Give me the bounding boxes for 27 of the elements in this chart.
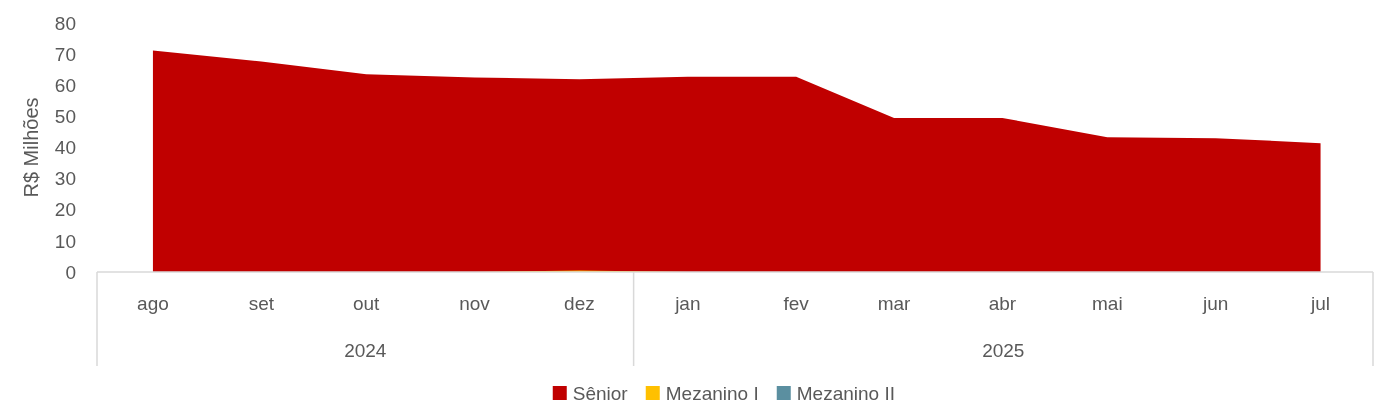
y-tick-label: 80 [54, 12, 76, 34]
x-tick-label: dez [564, 292, 595, 314]
x-tick-label: set [248, 292, 275, 314]
y-tick-label: 30 [54, 168, 76, 190]
y-tick-label: 40 [54, 137, 76, 159]
x-tick-label: out [352, 292, 381, 314]
x-tick-label: jan [674, 292, 701, 314]
x-tick-label: abr [988, 292, 1017, 314]
y-tick-label: 0 [65, 261, 76, 283]
x-tick-label: nov [459, 292, 491, 314]
x-tick-label: jun [1202, 292, 1229, 314]
y-tick-label: 70 [54, 43, 76, 65]
y-tick-label: 20 [54, 199, 76, 221]
y-axis-title: R$ Milhões [20, 97, 42, 198]
text: 2025 [982, 339, 1025, 361]
x-tick-label: ago [137, 292, 169, 314]
y-tick-label: 50 [54, 106, 76, 128]
y-tick-label: 60 [54, 74, 76, 96]
legend-label: Sênior [572, 382, 629, 404]
text: 2024 [344, 339, 387, 361]
x-tick-label: mai [1092, 292, 1123, 314]
y-tick-label: 10 [54, 230, 76, 252]
legend-label: Mezanino I [665, 382, 759, 404]
legend-label: Mezanino II [796, 382, 895, 404]
x-tick-label: fev [783, 292, 810, 314]
x-tick-label: mar [877, 292, 912, 314]
x-tick-label: jul [1310, 292, 1331, 314]
